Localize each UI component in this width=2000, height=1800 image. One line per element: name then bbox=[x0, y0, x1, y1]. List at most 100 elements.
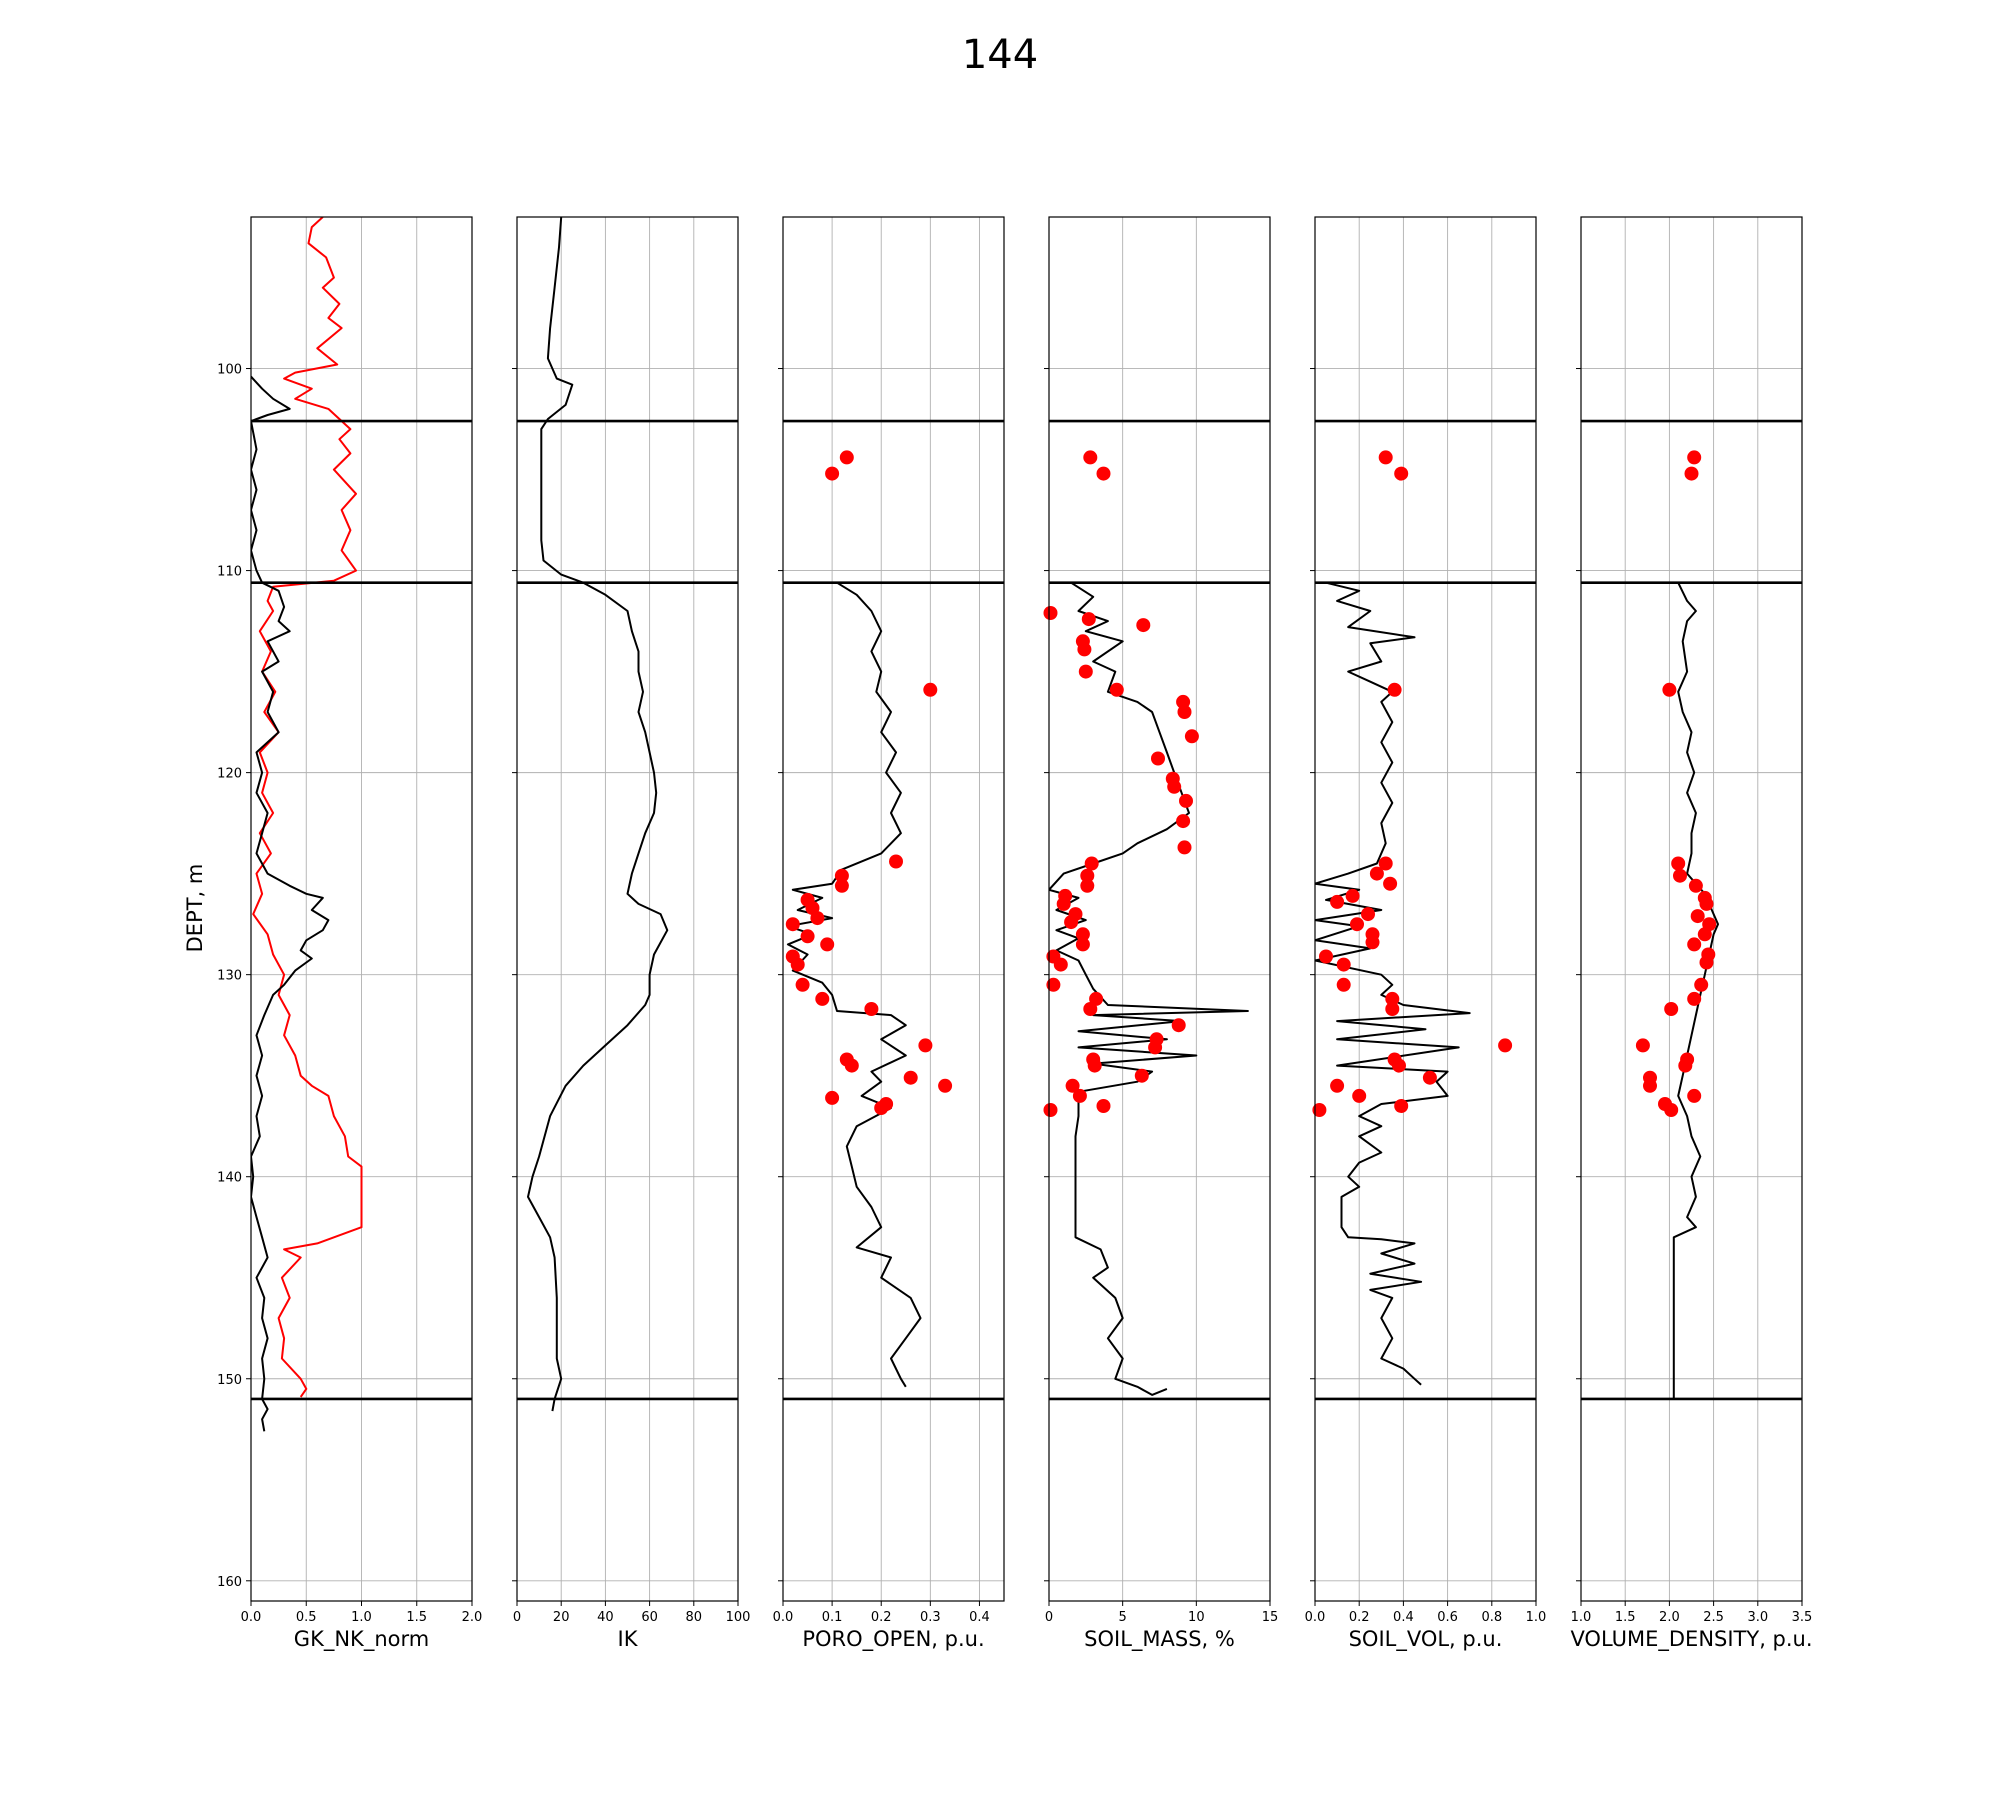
track-4-sample-point bbox=[1177, 840, 1192, 855]
track-5-sample-point bbox=[1330, 894, 1345, 909]
track-4-sample-point bbox=[1148, 1040, 1163, 1055]
track-6-sample-point bbox=[1671, 856, 1686, 871]
track-5-sample-point bbox=[1336, 977, 1351, 992]
log-tracks: 0.0 0.5 1.0 1.5 2.0100110120130140150160GK_N… bbox=[217, 216, 1813, 1652]
track-5-sample-point bbox=[1422, 1070, 1437, 1085]
track-2-xtick-label: 60 bbox=[641, 1610, 658, 1625]
track-6-xtick-label: 2.5 bbox=[1703, 1610, 1724, 1625]
track-4-sample-point bbox=[1184, 729, 1199, 744]
track-3-sample-point bbox=[810, 911, 825, 926]
track-4-sample-point bbox=[1046, 977, 1061, 992]
track-3-sample-point bbox=[800, 929, 815, 944]
track-4-sample-point bbox=[1167, 779, 1182, 794]
track-2-xtick-label: 0 bbox=[513, 1610, 521, 1625]
track-4-sample-point bbox=[1179, 793, 1193, 808]
track-3-sample-point bbox=[938, 1078, 953, 1093]
track-6-sample-point bbox=[1687, 1088, 1702, 1103]
track-3-sample-point bbox=[879, 1097, 894, 1111]
track-5-xlabel: SOIL_VOL, p.u. bbox=[1349, 1627, 1503, 1652]
track-6-sample-point bbox=[1664, 1002, 1679, 1016]
track-3-xtick-label: 0.2 bbox=[871, 1610, 892, 1625]
track-3-xtick-label: 0.3 bbox=[920, 1610, 941, 1625]
track-1-xtick-label: 2.0 bbox=[462, 1610, 483, 1625]
track-6-xtick-label: 3.0 bbox=[1747, 1610, 1768, 1625]
track-6-xtick-label: 1.0 bbox=[1571, 1610, 1592, 1625]
track-4-sample-point bbox=[1176, 814, 1191, 829]
track-3-xtick-label: 0.0 bbox=[773, 1610, 794, 1625]
track-5-sample-point bbox=[1319, 949, 1333, 964]
track-6-sample-point bbox=[1687, 937, 1702, 952]
track-5-xtick-label: 1.0 bbox=[1526, 1610, 1547, 1625]
track-2-xlabel: IK bbox=[618, 1627, 639, 1651]
track-2-curve-1 bbox=[527, 217, 669, 1412]
track-5-sample-point bbox=[1330, 1078, 1345, 1093]
track-4-xtick-label: 0 bbox=[1045, 1610, 1053, 1625]
track-1-curve-2 bbox=[251, 375, 330, 1432]
track-6-curve-1 bbox=[1672, 582, 1719, 1399]
track-3-xlabel: PORO_OPEN, p.u. bbox=[802, 1627, 984, 1652]
track-1-xtick-label: 0.5 bbox=[296, 1610, 317, 1625]
track-4-sample-point bbox=[1043, 606, 1058, 620]
track-6-curves bbox=[1672, 582, 1719, 1399]
track-3-sample-point bbox=[864, 1002, 879, 1016]
track-6-sample-point bbox=[1643, 1078, 1657, 1093]
track-1-xtick-label: 1.0 bbox=[351, 1610, 372, 1625]
track-3-xtick-label: 0.4 bbox=[969, 1610, 990, 1625]
track-6-xtick-label: 1.5 bbox=[1615, 1610, 1636, 1625]
track-3-curve-1 bbox=[786, 581, 922, 1388]
track-4-sample-point bbox=[1083, 450, 1098, 465]
track-6: 1.0 1.5 2.0 2.5 3.0 3.5 VOLUME_DENSITY, p.u. bbox=[1570, 216, 1813, 1652]
track-6-sample-point bbox=[1635, 1038, 1650, 1053]
track-1-xlabel: GK_NK_norm bbox=[294, 1627, 429, 1652]
track-5-sample-point bbox=[1387, 682, 1402, 697]
track-5-sample-point bbox=[1378, 450, 1393, 465]
track-6-sample-point bbox=[1664, 1103, 1679, 1117]
track-4-sample-point bbox=[1134, 1068, 1149, 1083]
track-2-curves bbox=[527, 217, 669, 1412]
track-4: 0 5 10 15 SOIL_MASS, % bbox=[1043, 216, 1279, 1652]
track-5-sample-point bbox=[1378, 856, 1393, 871]
track-6-frame bbox=[1580, 216, 1803, 1602]
depth-axis-label: DEPT, m bbox=[183, 864, 207, 953]
track-5: 0.0 0.2 0.4 0.6 0.8 1.0 SOIL_VOL, p.u. bbox=[1305, 216, 1547, 1652]
track-3-frame bbox=[782, 216, 1005, 1602]
track-3-sample-point bbox=[889, 854, 903, 869]
track-3-sample-point bbox=[839, 450, 854, 465]
track-5-xtick-label: 0.8 bbox=[1481, 1610, 1502, 1625]
track-6-sample-point bbox=[1673, 868, 1687, 883]
track-3-sample-point bbox=[844, 1058, 859, 1073]
track-5-xtick-label: 0.4 bbox=[1393, 1610, 1414, 1625]
track-4-sample-point bbox=[1083, 1002, 1098, 1016]
track-5-sample-point bbox=[1383, 876, 1398, 891]
depth-tick-label: 130 bbox=[217, 969, 242, 984]
track-2: 0 20 40 60 80 100 IK bbox=[512, 216, 750, 1651]
track-6-sample-point bbox=[1697, 927, 1712, 942]
track-5-sample-point bbox=[1369, 866, 1384, 881]
track-5-sample-point bbox=[1385, 1002, 1400, 1016]
track-3-curves bbox=[786, 581, 922, 1388]
track-4-xtick-label: 5 bbox=[1119, 1610, 1127, 1625]
track-4-xlabel: SOIL_MASS, % bbox=[1084, 1627, 1235, 1652]
track-4-sample-point bbox=[1080, 868, 1095, 883]
track-6-sample-point bbox=[1688, 878, 1703, 893]
track-4-sample-point bbox=[1081, 612, 1096, 627]
track-4-sample-point bbox=[1056, 896, 1071, 911]
track-4-sample-point bbox=[1053, 957, 1068, 972]
track-3-sample-point bbox=[815, 991, 830, 1006]
track-4-xtick-label: 15 bbox=[1262, 1610, 1279, 1625]
track-5-sample-point bbox=[1394, 466, 1409, 481]
track-6-sample-point bbox=[1687, 450, 1702, 465]
track-5-sample-point bbox=[1345, 888, 1360, 903]
track-4-sample-point bbox=[1177, 705, 1192, 719]
track-4-sample-point bbox=[1151, 751, 1165, 766]
track-3-sample-point bbox=[820, 937, 835, 952]
track-5-sample-point bbox=[1365, 935, 1380, 950]
figure-title: 144 bbox=[962, 32, 1038, 78]
track-4-sample-point bbox=[1072, 1088, 1087, 1103]
track-6-sample-point bbox=[1690, 909, 1705, 924]
track-4-xtick-label: 10 bbox=[1188, 1610, 1205, 1625]
track-4-sample-point bbox=[1077, 642, 1092, 657]
track-6-sample-point bbox=[1687, 991, 1702, 1006]
track-4-sample-point bbox=[1109, 682, 1124, 697]
